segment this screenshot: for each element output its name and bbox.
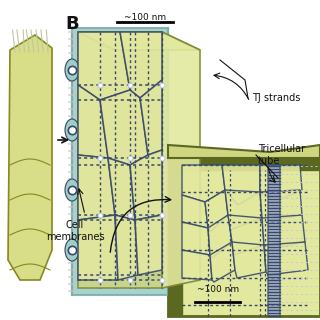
Polygon shape (78, 32, 130, 100)
Polygon shape (210, 242, 235, 282)
Polygon shape (208, 215, 232, 258)
Polygon shape (182, 222, 210, 255)
Polygon shape (232, 242, 266, 278)
Polygon shape (168, 158, 320, 316)
Polygon shape (168, 158, 182, 316)
Polygon shape (264, 242, 308, 275)
Polygon shape (222, 165, 260, 205)
Polygon shape (108, 158, 135, 220)
Polygon shape (260, 165, 302, 202)
Polygon shape (135, 215, 162, 275)
Polygon shape (228, 215, 264, 255)
Text: Tricellular
tube: Tricellular tube (258, 144, 305, 166)
Ellipse shape (65, 59, 79, 81)
Ellipse shape (65, 179, 79, 201)
Polygon shape (182, 165, 225, 202)
Polygon shape (100, 90, 148, 165)
Polygon shape (260, 190, 302, 222)
Polygon shape (162, 32, 200, 288)
Polygon shape (140, 80, 162, 155)
Polygon shape (182, 250, 212, 280)
Bar (268, 165, 280, 316)
Text: TJ strands: TJ strands (252, 93, 300, 103)
Polygon shape (262, 215, 305, 250)
Text: B: B (65, 15, 79, 33)
Polygon shape (225, 190, 262, 230)
Ellipse shape (65, 239, 79, 261)
Polygon shape (168, 145, 320, 158)
Polygon shape (78, 32, 162, 288)
Text: Cell
membranes: Cell membranes (46, 220, 104, 242)
Polygon shape (78, 32, 200, 50)
Polygon shape (78, 85, 108, 158)
Polygon shape (78, 215, 118, 280)
Polygon shape (8, 35, 52, 280)
Polygon shape (78, 155, 115, 220)
Text: ~100 nm: ~100 nm (197, 285, 239, 294)
Polygon shape (130, 150, 162, 220)
Polygon shape (115, 215, 138, 280)
Polygon shape (72, 28, 168, 295)
Text: ~100 nm: ~100 nm (124, 13, 166, 22)
Polygon shape (168, 158, 320, 170)
Polygon shape (182, 195, 208, 228)
Polygon shape (120, 32, 162, 98)
Polygon shape (205, 190, 228, 232)
Ellipse shape (65, 119, 79, 141)
